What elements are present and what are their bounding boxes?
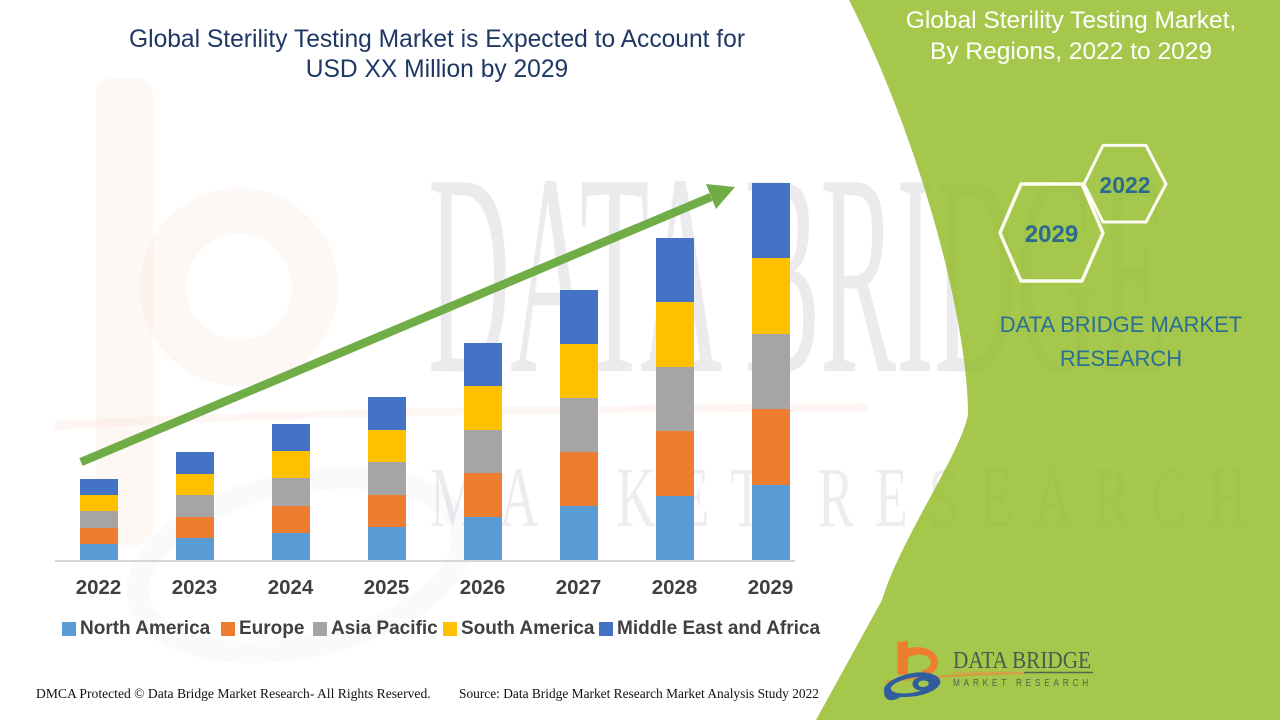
svg-text:DATA BRIDGE: DATA BRIDGE	[953, 648, 1091, 674]
svg-text:MARKET RESEARCH: MARKET RESEARCH	[953, 678, 1092, 689]
